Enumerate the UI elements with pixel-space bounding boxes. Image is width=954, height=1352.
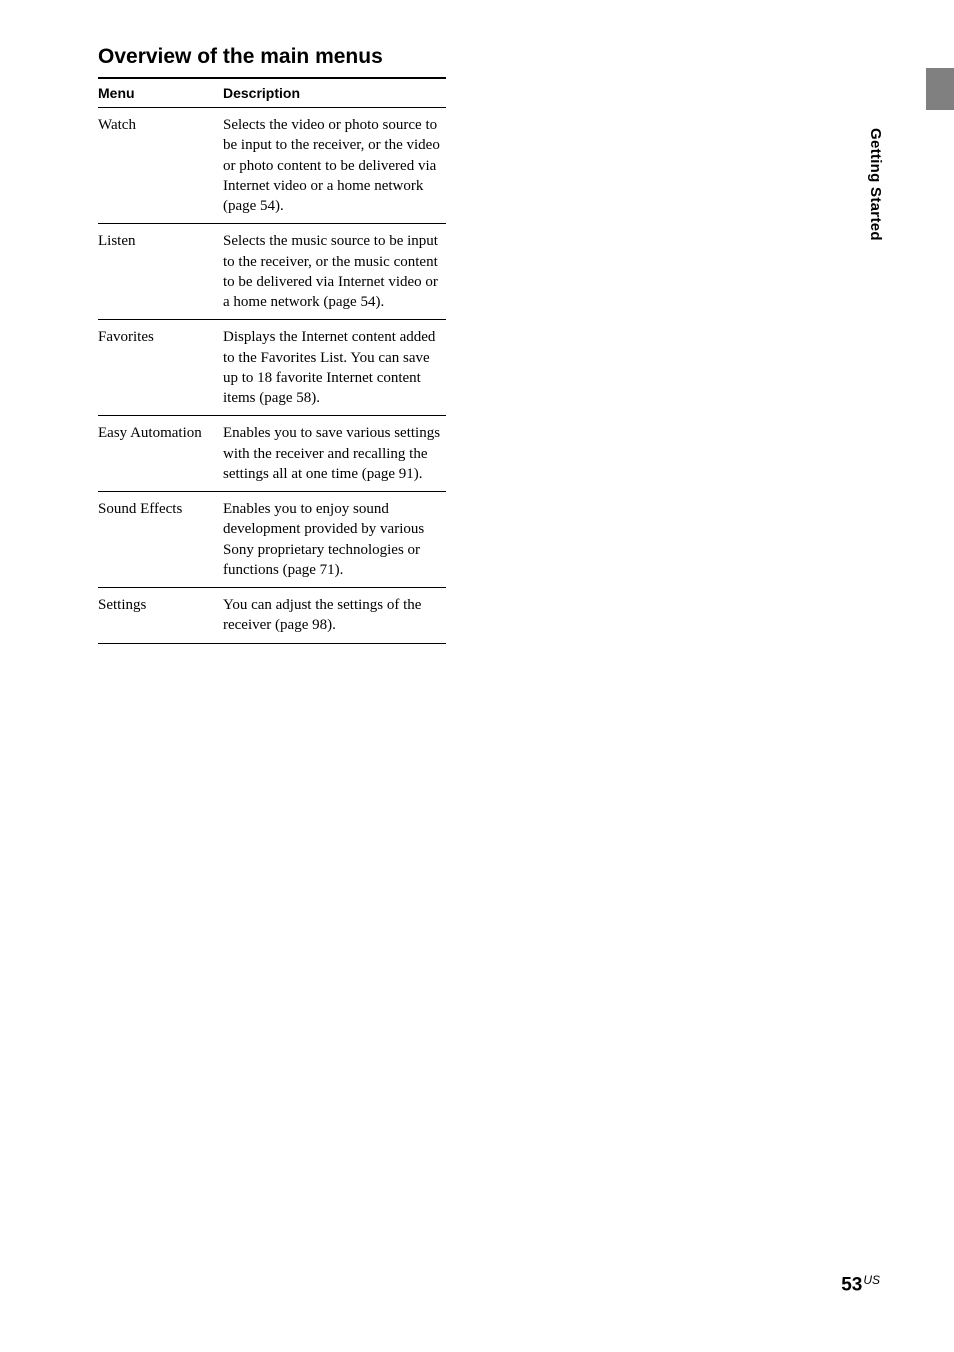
cell-description: Enables you to enjoy sound development p… [223,492,446,588]
cell-menu: Sound Effects [98,492,223,588]
table-row: Favorites Displays the Internet content … [98,320,446,416]
page-footer: 53US [841,1273,880,1296]
table-row: Watch Selects the video or photo source … [98,108,446,224]
cell-description: Displays the Internet content added to t… [223,320,446,416]
page-region: US [863,1273,880,1287]
page-number: 53 [841,1274,862,1295]
section-title: Overview of the main menus [98,45,446,69]
table-row: Settings You can adjust the settings of … [98,588,446,644]
side-section-label: Getting Started [867,128,884,241]
cell-description: You can adjust the settings of the recei… [223,588,446,644]
cell-description: Enables you to save various settings wit… [223,416,446,492]
cell-menu: Listen [98,224,223,320]
header-description: Description [223,78,446,108]
header-menu: Menu [98,78,223,108]
page-content: Overview of the main menus Menu Descript… [98,45,446,644]
cell-menu: Easy Automation [98,416,223,492]
menu-table: Menu Description Watch Selects the video… [98,77,446,644]
table-row: Listen Selects the music source to be in… [98,224,446,320]
cell-menu: Settings [98,588,223,644]
table-row: Sound Effects Enables you to enjoy sound… [98,492,446,588]
cell-menu: Favorites [98,320,223,416]
side-tab-marker [926,68,954,110]
cell-description: Selects the video or photo source to be … [223,108,446,224]
cell-description: Selects the music source to be input to … [223,224,446,320]
table-row: Easy Automation Enables you to save vari… [98,416,446,492]
cell-menu: Watch [98,108,223,224]
table-header-row: Menu Description [98,78,446,108]
